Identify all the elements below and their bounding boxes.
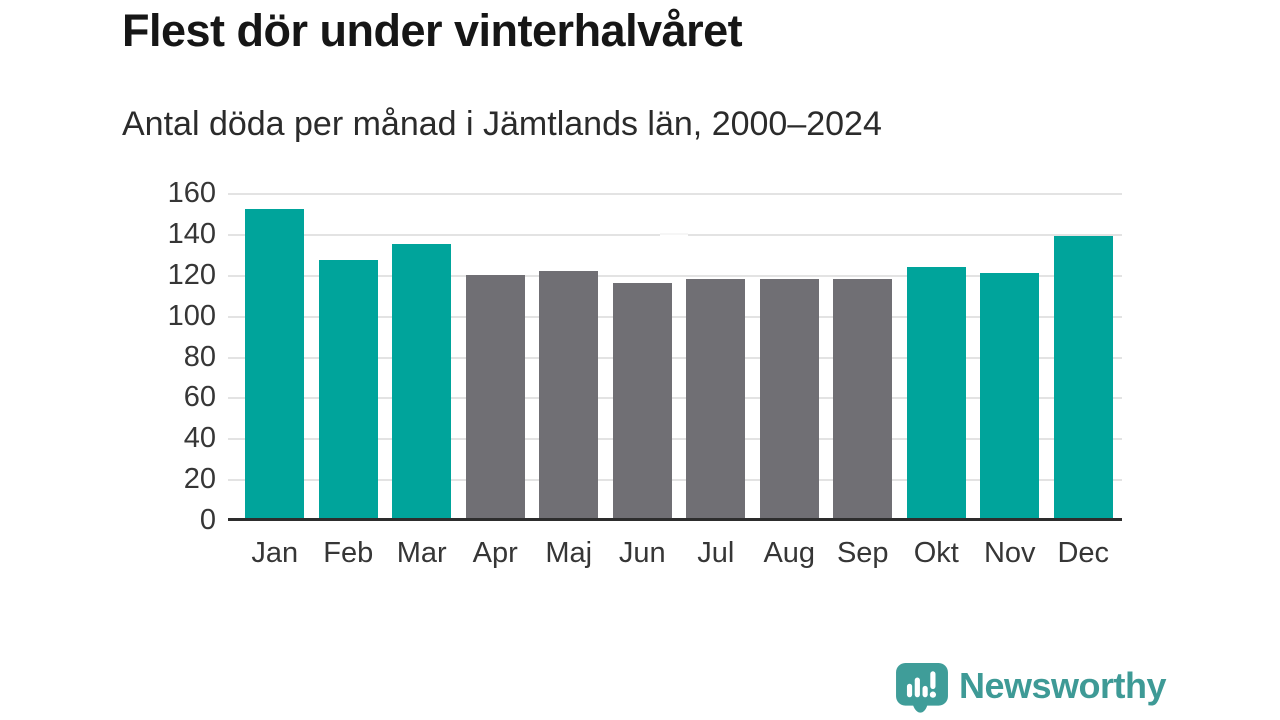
bar-dec [1053,235,1113,520]
bar-jul [686,278,746,520]
bar-jan [245,209,305,520]
y-tick-label-20: 20 [183,463,216,496]
x-tick-label-aug: Aug [763,537,816,569]
x-tick-label-okt: Okt [913,537,959,569]
x-tick-label-jun: Jun [618,537,666,569]
bar-aug [759,278,819,520]
y-tick-label-80: 80 [183,340,216,373]
chart-subtitle: Antal döda per månad i Jämtlands län, 20… [122,105,882,143]
gridline-40 [228,438,1122,441]
newsworthy-logo-text: Newsworthy [959,665,1167,706]
y-tick-label-160: 160 [167,177,216,209]
x-tick-label-jul: Jul [697,537,735,569]
bar-apr [465,274,525,520]
bar-chart-plot-area: 0 20 40 60 80 100 120 140 160 Jan Feb Mar Apr Maj Jun J… [168,177,1122,569]
x-tick-label-mar: Mar [396,537,447,569]
x-tick-label-sep: Sep [836,537,889,569]
bar-jun [612,282,672,520]
x-tick-label-maj: Maj [545,537,593,569]
chart-title: Flest dör under vinterhalvåret [122,5,743,56]
x-tick-label-feb: Feb [323,537,374,569]
gridline-60 [228,397,1122,400]
bar-mar [392,244,452,520]
y-tick-label-0: 0 [199,504,216,536]
bar-nov [980,272,1040,520]
gridline-100 [228,315,1122,318]
gridline-160 [228,193,1122,195]
x-tick-label-nov: Nov [983,537,1036,569]
x-tick-label-dec: Dec [1057,537,1110,569]
bar-okt [906,266,966,520]
gridline-80 [228,356,1122,359]
y-tick-label-120: 120 [167,258,216,291]
y-tick-label-140: 140 [167,217,216,250]
gridline-artifact [660,230,688,239]
x-tick-label-jan: Jan [251,537,299,569]
y-tick-label-40: 40 [183,422,216,455]
bar-maj [539,270,599,520]
x-axis-line [228,518,1122,521]
y-tick-label-100: 100 [167,299,216,332]
bar-sep [833,278,893,520]
x-tick-label-apr: Apr [472,537,518,569]
newsworthy-logo-icon [896,663,948,713]
newsworthy-logo: Newsworthy [896,663,1167,717]
gridline-20 [228,479,1122,482]
y-tick-label-60: 60 [183,381,216,414]
bar-feb [318,260,378,520]
gridline-120 [228,274,1122,277]
